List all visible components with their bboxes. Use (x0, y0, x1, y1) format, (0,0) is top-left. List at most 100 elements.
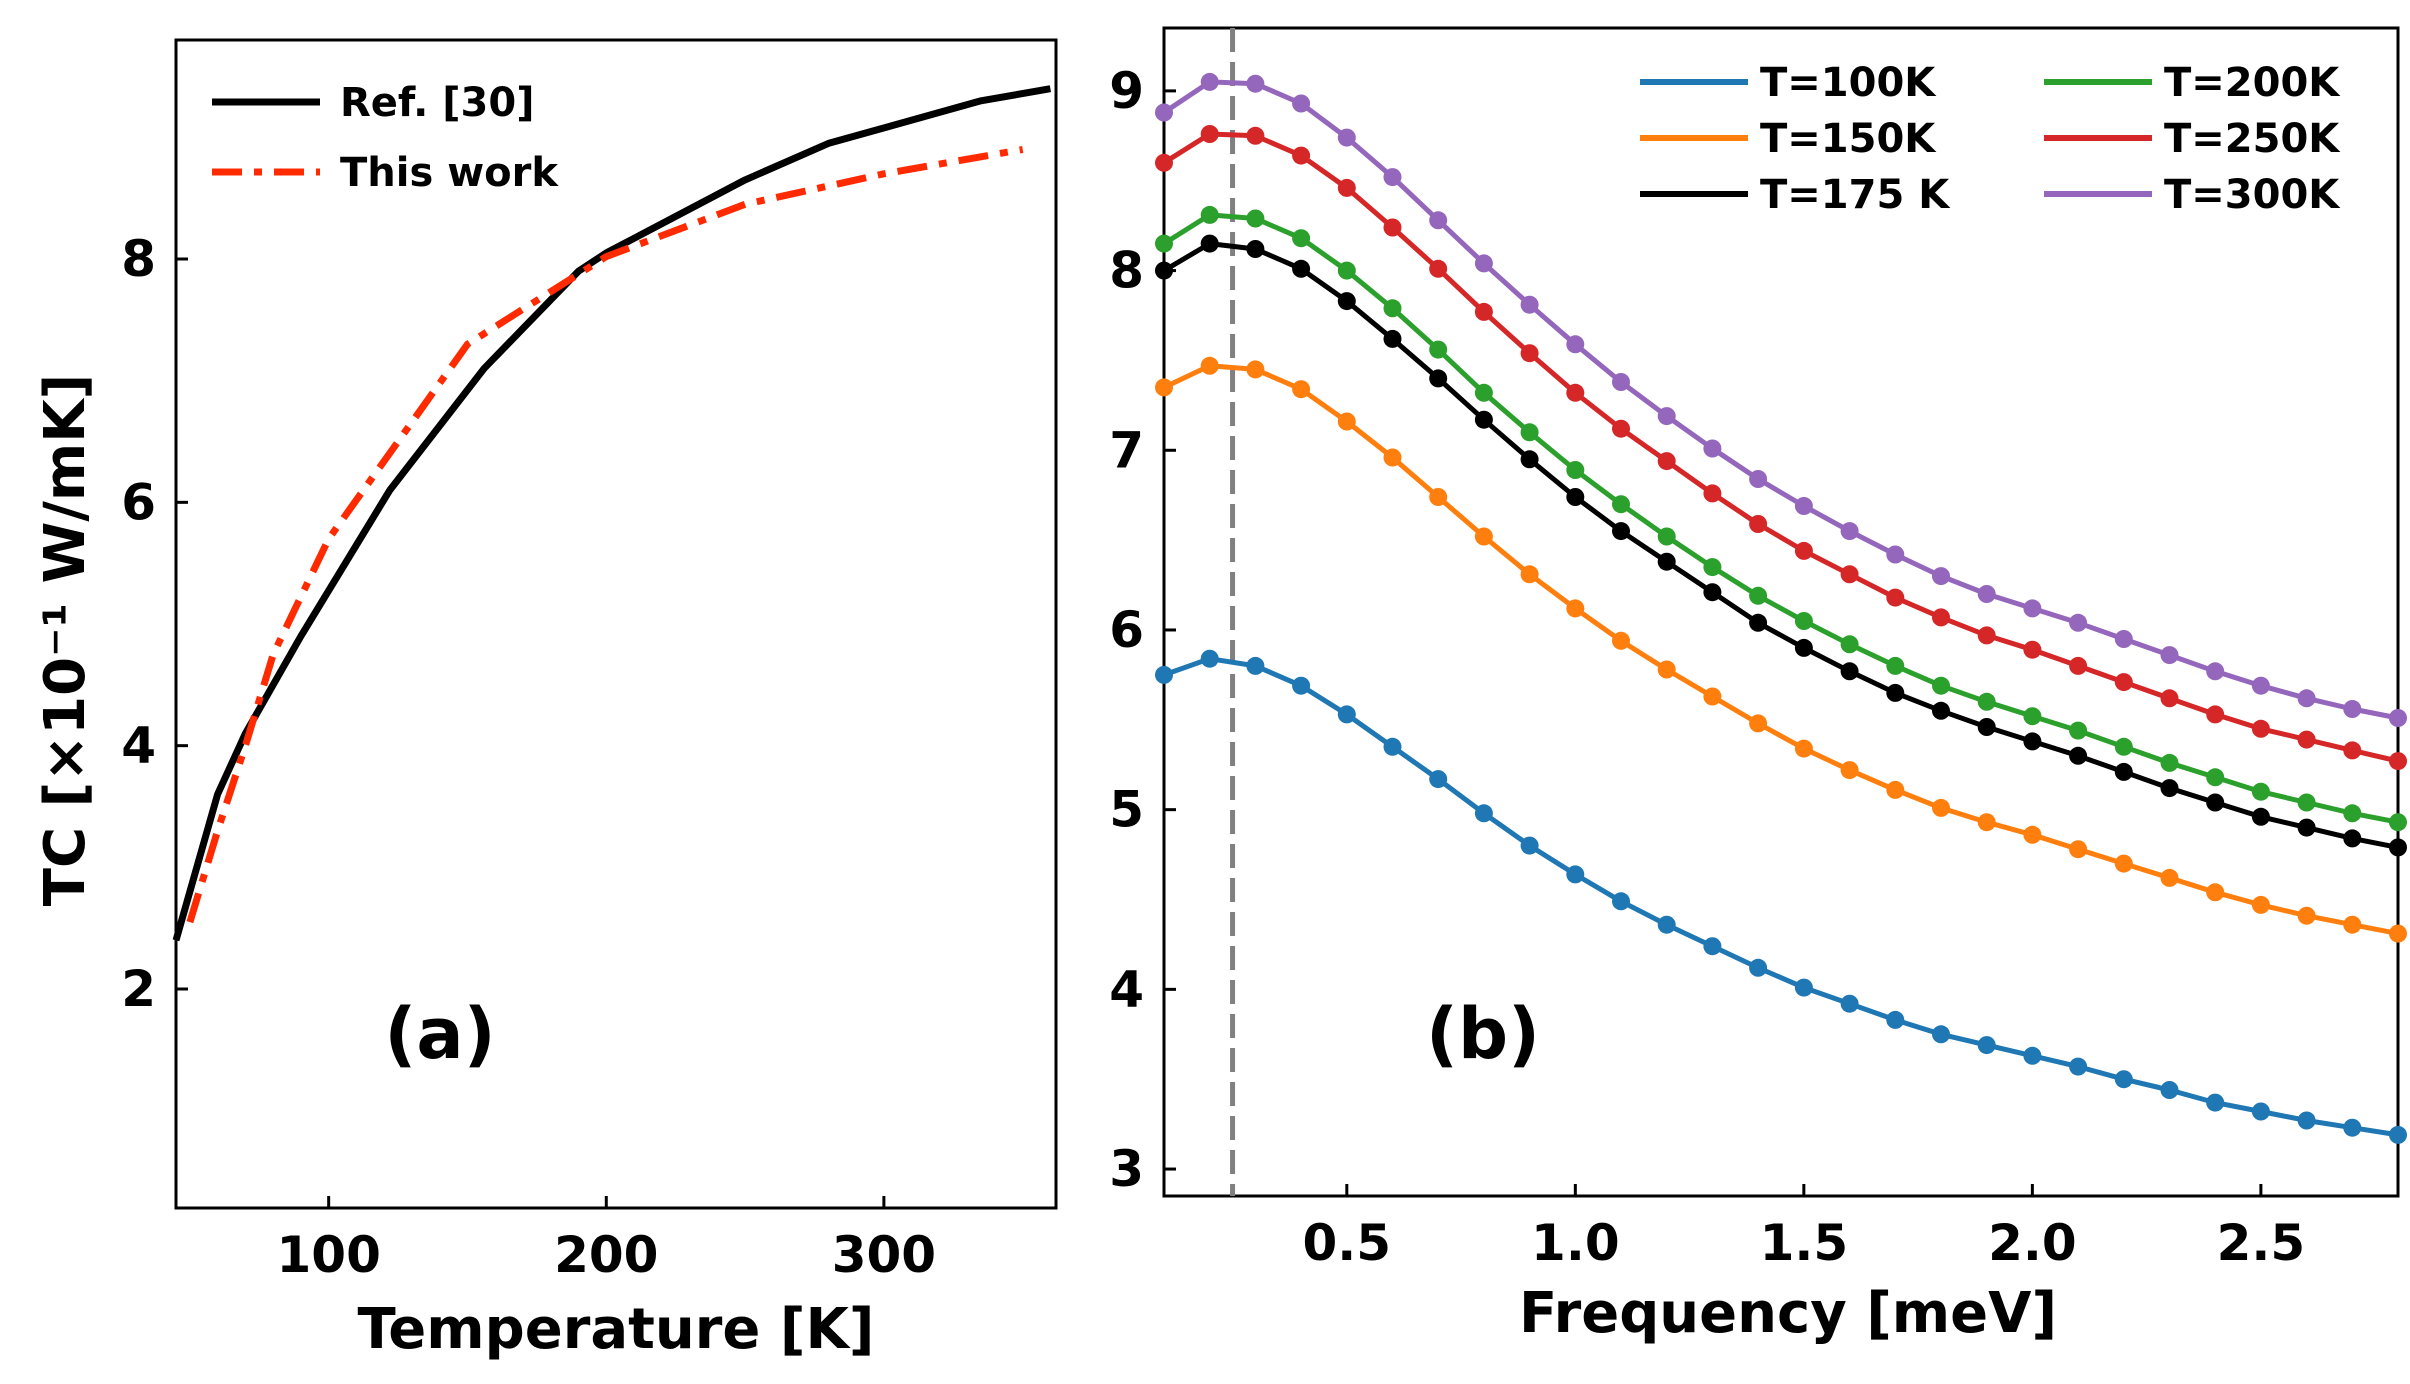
panel-b-series-point-0 (2023, 1046, 2042, 1065)
panel-b-series-point-4 (1703, 484, 1722, 503)
panel-b-series-point-5 (1292, 94, 1311, 113)
panel-b-series-point-0 (1246, 656, 1265, 675)
panel-b-series-point-5 (1794, 497, 1813, 515)
panel-b-series-point-1 (2297, 906, 2316, 925)
panel-b-series-point-1 (1155, 378, 1173, 397)
panel-b-series-point-3 (1932, 676, 1950, 695)
panel-b-series-point-2 (1246, 240, 1265, 258)
panel-b-series-point-1 (1886, 780, 1905, 799)
panel-a-legend-label: Ref. [30] (340, 80, 535, 126)
panel-b-series-point-1 (2206, 883, 2225, 902)
panel-b-series-point-4 (1932, 608, 1950, 627)
panel-b-ytick-label: 5 (1109, 781, 1144, 839)
panel-b-ytick-label: 4 (1109, 960, 1144, 1018)
panel-b-series-point-4 (2069, 656, 2088, 675)
panel-b-series-point-2 (1337, 292, 1356, 311)
panel-b-series-point-4 (1474, 302, 1493, 321)
panel-b-plot: 0.5 1.0 1.5 2.0 2.5 3 4 5 6 7 8 9 T=100K T=150K T=175 … (1109, 26, 2407, 1272)
panel-b-series-line-4 (1162, 131, 2399, 764)
panel-b-series-point-0 (1932, 1025, 1950, 1044)
panel-b-series-point-3 (1520, 423, 1539, 442)
panel-b-series-point-4 (1612, 419, 1630, 438)
panel-a-plot: 100 200 300 2 4 6 8 Ref. [30] This work (121, 38, 1058, 1284)
panel-a-label: (a) (384, 993, 495, 1075)
panel-b-series-point-3 (1566, 461, 1585, 479)
panel-b-series-point-0 (1840, 994, 1859, 1013)
panel-b-series-point-5 (2069, 613, 2088, 632)
panel-b-series-point-2 (2251, 807, 2270, 826)
panel-b-series-point-0 (1977, 1036, 1996, 1055)
panel-b-series-point-0 (2160, 1081, 2179, 1099)
panel-a-series-line-1 (186, 146, 1024, 924)
panel-a-xlabel: Temperature [K] (358, 1297, 875, 1362)
panel-a-frame (174, 38, 1058, 1210)
panel-b-series-line-1 (1162, 363, 2399, 937)
panel-b-series-point-5 (1383, 168, 1402, 187)
panel-b-series-point-5 (2023, 599, 2042, 618)
panel-b-frame (1162, 26, 2400, 1198)
panel-b-series-point-1 (1566, 599, 1585, 618)
panel-b-series-point-4 (1292, 146, 1311, 165)
panel-b-series-point-1 (1474, 527, 1493, 546)
panel-b-series-point-0 (2389, 1125, 2407, 1144)
panel-b-xlabel: Frequency [meV] (1519, 1281, 2057, 1346)
panel-b-series-point-5 (1932, 567, 1950, 586)
panel-b-series-point-2 (1749, 613, 1768, 632)
panel-b-series-point-3 (2206, 768, 2225, 787)
panel-b-series-point-2 (2069, 746, 2088, 765)
panel-b-series-point-1 (1292, 380, 1311, 399)
panel-b-series-point-0 (1612, 892, 1630, 911)
panel-b-series-point-0 (1383, 737, 1402, 756)
panel-b-series-point-3 (1612, 495, 1630, 514)
panel-b-series-point-4 (1429, 259, 1448, 278)
panel-b-series-point-5 (1749, 470, 1768, 488)
panel-b-series-point-2 (2297, 818, 2316, 837)
panel-b-series-point-4 (1155, 153, 1173, 172)
panel-b-series-point-3 (1794, 612, 1813, 630)
panel-b-series-point-4 (2297, 730, 2316, 749)
panel-b-series-point-1 (2251, 895, 2270, 914)
panel-b-series-point-1 (1932, 798, 1950, 817)
panel-b-series-point-5 (1657, 407, 1676, 426)
panel-b-ytick-label: 6 (1109, 601, 1144, 659)
panel-b-series-point-2 (1155, 261, 1173, 280)
panel-b-series-point-3 (2389, 813, 2407, 832)
panel-b-series-point-5 (1566, 335, 1585, 354)
panel-b-series-point-4 (2343, 741, 2362, 760)
panel-b-series-point-0 (1749, 958, 1768, 977)
panel-b-series-point-3 (1337, 261, 1356, 280)
panel-b-series-point-5 (1612, 373, 1630, 391)
panel-b-xtick-label: 1.5 (1760, 1214, 1849, 1272)
panel-b-ytick-label: 8 (1109, 242, 1144, 300)
panel-b-series-point-2 (1977, 718, 1996, 736)
panel-b-legend-label: T=200K (2164, 60, 2341, 106)
panel-b-series-point-3 (1200, 205, 1219, 224)
panel-b-series-point-3 (2343, 804, 2362, 823)
panel-b-series-point-2 (2389, 838, 2407, 857)
panel-b-ytick-label: 7 (1109, 421, 1144, 479)
panel-b-series-point-5 (1840, 522, 1859, 541)
panel-b-series-point-0 (1657, 915, 1676, 934)
panel-b-ytick-label: 3 (1109, 1140, 1144, 1198)
panel-b-series-point-2 (1292, 259, 1311, 278)
panel-b-series-point-2 (1429, 369, 1448, 388)
panel-b-series-point-5 (2160, 646, 2179, 665)
panel-b-series-point-0 (2297, 1111, 2316, 1130)
panel-b-series-point-2 (1886, 683, 1905, 702)
panel-b-series-point-3 (1977, 692, 1996, 711)
panel-b-series-point-5 (1337, 128, 1356, 147)
panel-b-series-line-3 (1162, 212, 2399, 825)
panel-b-series-point-2 (1932, 701, 1950, 720)
panel-b-series-point-1 (1383, 448, 1402, 467)
panel-a-ylabel: TC [×10⁻¹ W/mK] (33, 374, 98, 906)
panel-b-series-point-1 (2389, 924, 2407, 943)
panel-b-series-point-2 (1200, 234, 1219, 253)
panel-b-series-point-1 (1703, 687, 1722, 706)
panel-b-series-point-2 (1474, 410, 1493, 429)
panel-b-series-point-2 (1612, 522, 1630, 541)
panel-a-series-line-0 (172, 85, 1052, 942)
panel-b-series-point-3 (2023, 707, 2042, 726)
panel-b-legend-label: T=150K (1760, 116, 1937, 162)
panel-b-series-point-5 (1474, 254, 1493, 273)
